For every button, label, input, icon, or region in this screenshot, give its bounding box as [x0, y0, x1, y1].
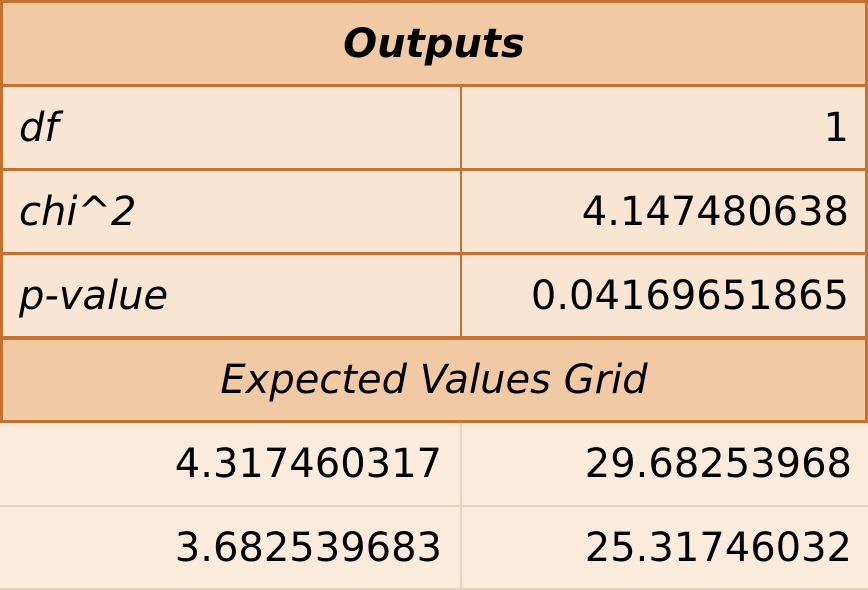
stat-label-cell: p-value: [0, 255, 462, 339]
stat-row-chi2: chi^2 4.147480638: [0, 171, 868, 255]
expected-value: 4.317460317: [174, 441, 442, 487]
stat-row-df: df 1: [0, 87, 868, 171]
expected-grid-row: 4.317460317 29.68253968: [0, 423, 868, 507]
stat-label-cell: chi^2: [0, 171, 462, 255]
stat-value: 4.147480638: [581, 188, 849, 235]
expected-title-cell: Expected Values Grid: [0, 337, 868, 423]
stat-value: 1: [823, 104, 849, 151]
stat-value-cell: 0.04169651865: [462, 255, 868, 339]
stat-value: 0.04169651865: [530, 272, 849, 319]
stat-label: chi^2: [19, 188, 137, 235]
expected-grid-cell: 4.317460317: [0, 423, 462, 507]
stat-value-cell: 1: [462, 87, 868, 171]
expected-header-row: Expected Values Grid: [0, 337, 868, 423]
stat-label: df: [19, 104, 59, 151]
expected-value: 29.68253968: [584, 441, 852, 487]
stat-label: p-value: [19, 272, 169, 319]
stat-value-cell: 4.147480638: [462, 171, 868, 255]
stat-row-p-value: p-value 0.04169651865: [0, 255, 868, 339]
expected-grid-cell: 3.682539683: [0, 507, 462, 590]
expected-grid-cell: 25.31746032: [462, 507, 868, 590]
outputs-title: Outputs: [343, 20, 525, 67]
expected-grid-row: 3.682539683 25.31746032: [0, 507, 868, 590]
expected-title: Expected Values Grid: [220, 357, 648, 403]
expected-value: 3.682539683: [174, 524, 442, 571]
expected-grid-cell: 29.68253968: [462, 423, 868, 507]
stat-label-cell: df: [0, 87, 462, 171]
expected-value: 25.31746032: [584, 524, 852, 571]
outputs-header-row: Outputs: [0, 0, 868, 87]
outputs-title-cell: Outputs: [0, 0, 868, 87]
